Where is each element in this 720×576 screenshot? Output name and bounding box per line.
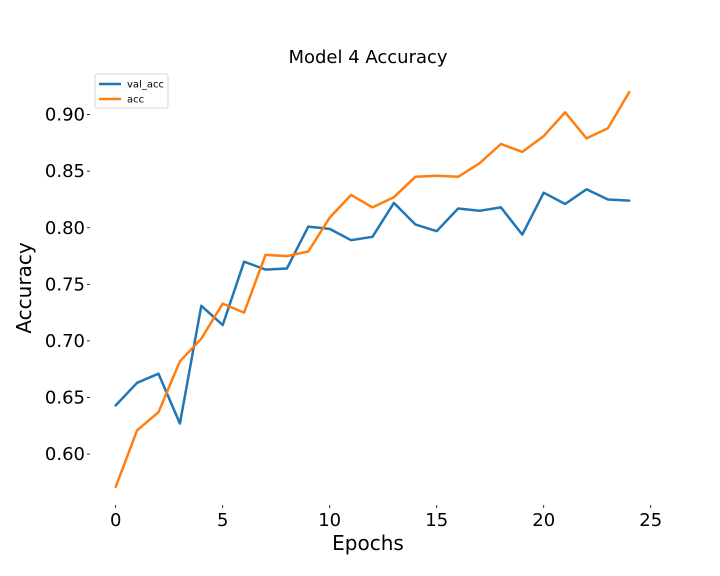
- y-tick-label: 0.85: [45, 161, 85, 182]
- y-tick-label: 0.70: [45, 331, 85, 352]
- x-tick-label: 5: [217, 510, 228, 531]
- y-tick-label: 0.80: [45, 218, 85, 239]
- legend-label-acc: acc: [127, 95, 144, 106]
- y-tick-label: 0.90: [45, 105, 85, 126]
- x-axis-label: Epochs: [332, 531, 404, 555]
- x-tick-label: 25: [639, 510, 662, 531]
- x-tick-label: 20: [532, 510, 555, 531]
- series-lines: [114, 90, 631, 489]
- x-axis-ticks: 0 5 10 15 20 25: [110, 505, 662, 531]
- x-tick-label: 10: [318, 510, 341, 531]
- y-tick-label: 0.75: [45, 274, 85, 295]
- y-tick-label: 0.65: [45, 388, 85, 409]
- x-tick-label: 15: [425, 510, 448, 531]
- y-axis-label: Accuracy: [12, 242, 36, 333]
- x-tick-label: 0: [110, 510, 121, 531]
- legend-label-val-acc: val_acc: [127, 80, 164, 91]
- y-tick-label: 0.60: [45, 444, 85, 465]
- chart-title: Model 4 Accuracy: [288, 47, 447, 68]
- series-line-val-acc: [114, 188, 631, 425]
- y-axis-ticks: 0.60 0.65 0.70 0.75 0.80 0.85 0.90: [45, 105, 90, 465]
- series-line-acc: [114, 90, 631, 489]
